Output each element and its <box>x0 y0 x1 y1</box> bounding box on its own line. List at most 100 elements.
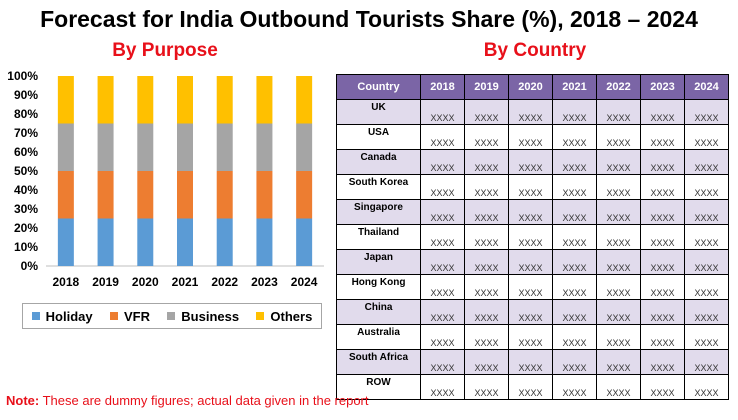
table-header-cell: Country <box>336 74 421 100</box>
table-subtitle: By Country <box>483 40 587 61</box>
value-cell: XXXX <box>640 374 685 400</box>
bar-segment-vfr-2022 <box>216 171 233 219</box>
value-cell: XXXX <box>596 174 641 200</box>
value-cell: XXXX <box>508 199 553 225</box>
value-cell: XXXX <box>552 199 597 225</box>
country-cell: Australia <box>336 324 421 350</box>
bar-segment-vfr-2018 <box>57 171 74 219</box>
bar-segment-business-2019 <box>97 123 114 171</box>
y-tick-label: 0% <box>21 259 39 273</box>
legend-label: Holiday <box>45 308 93 324</box>
y-tick-label: 30% <box>14 202 38 216</box>
bar-segment-holiday-2020 <box>137 218 154 266</box>
value-cell: XXXX <box>684 374 729 400</box>
value-cell: XXXX <box>552 124 597 150</box>
value-cell: XXXX <box>552 324 597 350</box>
bar-segment-holiday-2023 <box>256 218 273 266</box>
value-cell: XXXX <box>552 374 597 400</box>
value-cell: XXXX <box>508 124 553 150</box>
country-cell: South Africa <box>336 349 421 375</box>
value-cell: XXXX <box>684 174 729 200</box>
value-cell: XXXX <box>684 299 729 325</box>
table-header-cell: 2018 <box>420 74 465 100</box>
table-header-row: Country 2018 2019 2020 2021 2022 2023 2024 <box>336 74 729 100</box>
value-cell: XXXX <box>464 299 509 325</box>
bar-segment-vfr-2020 <box>137 171 154 219</box>
value-cell: XXXX <box>596 99 641 125</box>
value-cell: XXXX <box>464 349 509 375</box>
chart-subtitle: By Purpose <box>112 40 218 61</box>
value-cell: XXXX <box>508 299 553 325</box>
value-cell: XXXX <box>552 174 597 200</box>
value-cell: XXXX <box>596 249 641 275</box>
country-cell: UK <box>336 99 421 125</box>
country-share-table: Country 2018 2019 2020 2021 2022 2023 2024 UK XX… <box>336 74 729 400</box>
value-cell: XXXX <box>508 274 553 300</box>
country-cell: Japan <box>336 249 421 275</box>
table-row: Singapore XXXX XXXX XXXX XXXX XXXX XXXX XXXX <box>336 199 729 225</box>
country-cell: Canada <box>336 149 421 175</box>
legend-swatch <box>256 312 265 320</box>
bar-segment-business-2023 <box>256 123 273 171</box>
legend-item-holiday: Holiday <box>31 308 93 324</box>
table-header-cell: 2021 <box>552 74 597 100</box>
value-cell: XXXX <box>596 349 641 375</box>
value-cell: XXXX <box>640 349 685 375</box>
value-cell: XXXX <box>464 199 509 225</box>
table-header-cell: 2023 <box>640 74 685 100</box>
table-header-cell: 2024 <box>684 74 729 100</box>
bar-segment-others-2019 <box>97 76 114 124</box>
value-cell: XXXX <box>420 224 465 250</box>
value-cell: XXXX <box>596 224 641 250</box>
value-cell: XXXX <box>640 149 685 175</box>
value-cell: XXXX <box>420 124 465 150</box>
table-row: ROW XXXX XXXX XXXX XXXX XXXX XXXX XXXX <box>336 374 729 400</box>
table-row: China XXXX XXXX XXXX XXXX XXXX XXXX XXXX <box>336 299 729 325</box>
value-cell: XXXX <box>640 224 685 250</box>
bar-segment-others-2022 <box>216 76 233 124</box>
table-row: South Africa XXXX XXXX XXXX XXXX XXXX XXXX XXXX <box>336 349 729 375</box>
bar-segment-vfr-2024 <box>296 171 313 219</box>
value-cell: XXXX <box>464 149 509 175</box>
y-tick-label: 60% <box>14 145 38 159</box>
note-label: Note: <box>6 393 40 408</box>
value-cell: XXXX <box>420 99 465 125</box>
table-row: Thailand XXXX XXXX XXXX XXXX XXXX XXXX XXXX <box>336 224 729 250</box>
value-cell: XXXX <box>640 124 685 150</box>
value-cell: XXXX <box>640 324 685 350</box>
x-tick-label: 2019 <box>92 275 119 289</box>
value-cell: XXXX <box>552 274 597 300</box>
x-tick-label: 2024 <box>291 275 318 289</box>
y-tick-label: 20% <box>14 221 38 235</box>
country-cell: China <box>336 299 421 325</box>
footnote: Note: These are dummy figures; actual da… <box>6 393 369 408</box>
value-cell: XXXX <box>640 199 685 225</box>
y-tick-label: 80% <box>14 107 38 121</box>
legend-item-vfr: VFR <box>109 309 150 324</box>
bar-segment-vfr-2019 <box>97 171 114 219</box>
value-cell: XXXX <box>464 374 509 400</box>
value-cell: XXXX <box>464 174 509 200</box>
value-cell: XXXX <box>552 299 597 325</box>
value-cell: XXXX <box>420 374 465 400</box>
bar-segment-business-2024 <box>296 123 313 171</box>
value-cell: XXXX <box>508 324 553 350</box>
value-cell: XXXX <box>552 99 597 125</box>
x-tick-label: 2022 <box>211 275 238 289</box>
value-cell: XXXX <box>640 249 685 275</box>
value-cell: XXXX <box>640 274 685 300</box>
table-row: Australia XXXX XXXX XXXX XXXX XXXX XXXX XXXX <box>336 324 729 350</box>
value-cell: XXXX <box>684 324 729 350</box>
value-cell: XXXX <box>640 99 685 125</box>
bar-segment-holiday-2021 <box>177 218 193 266</box>
value-cell: XXXX <box>596 299 641 325</box>
x-tick-label: 2018 <box>53 275 80 289</box>
bar-segment-business-2021 <box>177 123 193 171</box>
value-cell: XXXX <box>420 249 465 275</box>
table-row: Hong Kong XXXX XXXX XXXX XXXX XXXX XXXX XXXX <box>336 274 729 300</box>
table-row: UK XXXX XXXX XXXX XXXX XXXX XXXX XXXX <box>336 99 729 125</box>
value-cell: XXXX <box>684 99 729 125</box>
value-cell: XXXX <box>596 324 641 350</box>
legend-swatch <box>167 312 176 320</box>
value-cell: XXXX <box>508 99 553 125</box>
